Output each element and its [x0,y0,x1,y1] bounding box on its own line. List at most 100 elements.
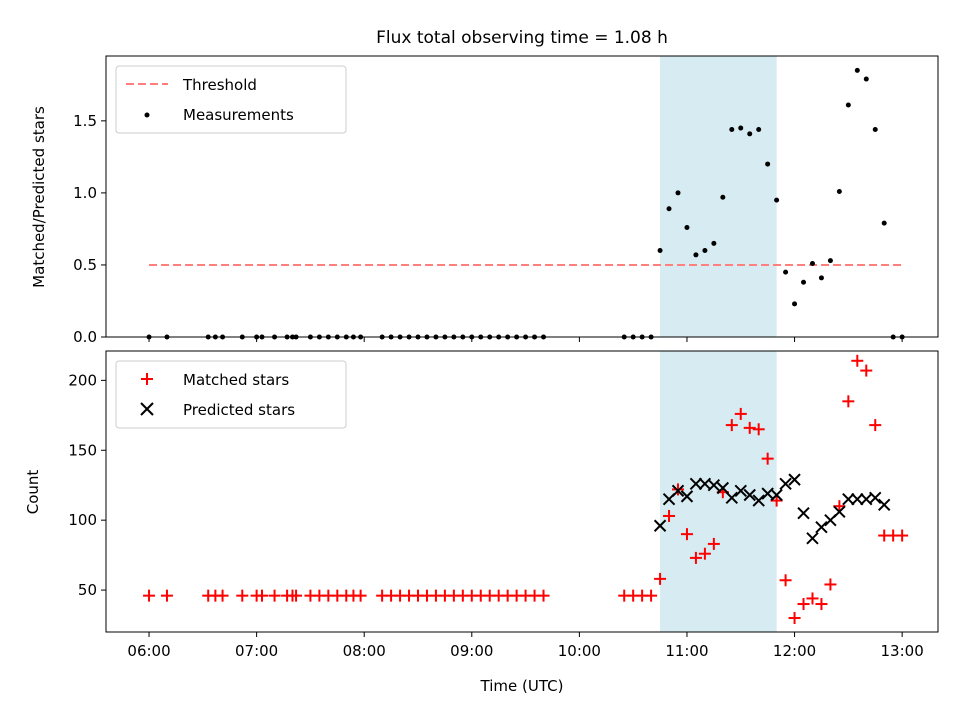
x-tick-label: 09:00 [450,642,493,660]
top-y-tick-label: 0.0 [73,328,97,346]
x-tick-label: 08:00 [343,642,386,660]
matched-star-point [160,589,173,602]
matched-star-point [354,589,367,602]
measurement-point [809,261,815,267]
legend-predicted-swatch [140,402,154,416]
predicted-star-point [877,498,891,511]
figure-title: Flux total observing time = 1.08 h [376,28,668,48]
measurement-point [836,188,842,194]
measurement-point [747,131,753,137]
matched-star-point [806,592,819,605]
predicted-star-point [743,488,756,502]
predicted-star-point [653,519,667,532]
predicted-star-point [815,520,828,534]
x-tick-label: 07:00 [235,642,278,660]
legend-predicted-label: Predicted stars [183,401,295,419]
predicted-star-point [734,484,747,498]
top-panel: 0.0 0.5 1.0 1.5 Matched/Predicted stars Thr… [30,55,939,346]
x-tick-label: 06:00 [127,642,170,660]
legend-measurements-label: Measurements [183,106,294,124]
matched-star-point [896,529,909,542]
predicted-star-point [833,505,846,518]
matched-star-point [788,612,801,625]
matched-star-point [216,589,229,602]
matched-star-point [869,419,882,432]
matched-star-point [752,423,765,436]
bottom-y-tick-label: 100 [68,511,97,529]
matched-star-point [833,500,846,513]
bottom-y-axis-label: Count [24,470,42,515]
bottom-y-ticks: 50 100 150 200 [68,371,106,599]
x-tick-label: 11:00 [665,642,708,660]
legend-matched-swatch [141,373,153,385]
measurement-point [818,275,824,281]
top-y-tick-label: 0.5 [73,256,97,274]
bottom-marks [143,354,909,625]
predicted-star-point [716,481,730,495]
measurement-point [684,224,690,230]
bottom-y-tick-label: 200 [68,371,97,389]
measurement-point [666,206,672,212]
matched-star-point [824,578,837,591]
matched-star-point [797,598,810,611]
bottom-panel: 06:00 07:00 08:00 09:00 10:00 11:00 12:00 13:00… [24,350,939,660]
measurement-point [783,269,789,275]
matched-star-point [698,547,711,560]
matched-star-point [851,354,864,367]
matched-star-point [707,537,720,550]
bottom-y-tick-label: 150 [68,441,97,459]
predicted-star-point [779,477,792,491]
measurement-point [881,220,887,226]
measurement-point [729,126,735,132]
predicted-star-point [680,490,694,503]
measurement-point [657,248,663,254]
measurement-point [792,301,798,307]
matched-star-point [815,598,828,611]
matched-star-point [842,395,855,408]
matched-star-point [236,589,249,602]
predicted-star-point [752,494,765,507]
bottom-x-ticks: 06:00 07:00 08:00 09:00 10:00 11:00 12:00 13:00 [127,632,924,660]
predicted-star-point [671,484,685,498]
bottom-legend-box [115,360,347,429]
matched-star-point [860,364,873,377]
predicted-star-point [707,479,721,492]
predicted-star-point [689,477,703,491]
top-highlight-span [660,56,777,337]
predicted-star-point [806,532,819,545]
top-y-tick-label: 1.0 [73,184,97,202]
measurement-point [827,258,833,264]
measurement-point [693,252,699,258]
predicted-star-point [851,492,864,506]
predicted-star-point [788,473,801,486]
bottom-axes-frame [105,350,939,633]
matched-star-point [290,589,303,602]
matched-star-point [143,589,156,602]
top-axes-frame [105,55,939,338]
measurement-point [863,76,869,82]
measurement-point [854,67,860,73]
measurement-point [801,279,807,285]
legend-measurement-swatch [144,112,150,118]
x-tick-label: 12:00 [773,642,816,660]
measurement-point [756,126,762,132]
top-y-axis-label: Matched/Predicted stars [30,106,48,288]
measurement-point [765,161,771,167]
measurement-point [774,197,780,203]
matched-star-point [734,407,747,420]
x-tick-label: 10:00 [558,642,601,660]
top-legend-box [115,65,347,134]
matched-star-point [761,452,774,465]
matched-star-point [268,589,281,602]
legend-threshold-label: Threshold [182,76,257,94]
matched-star-point [689,551,702,564]
predicted-star-point [869,491,882,504]
top-y-tick-label: 1.5 [73,112,97,130]
predicted-star-point [770,488,783,502]
x-tick-label: 13:00 [881,642,924,660]
measurement-point [872,126,878,132]
matched-star-point [680,528,693,541]
predicted-star-point [797,506,810,520]
measurement-point [720,194,726,200]
matched-star-point [770,494,783,507]
